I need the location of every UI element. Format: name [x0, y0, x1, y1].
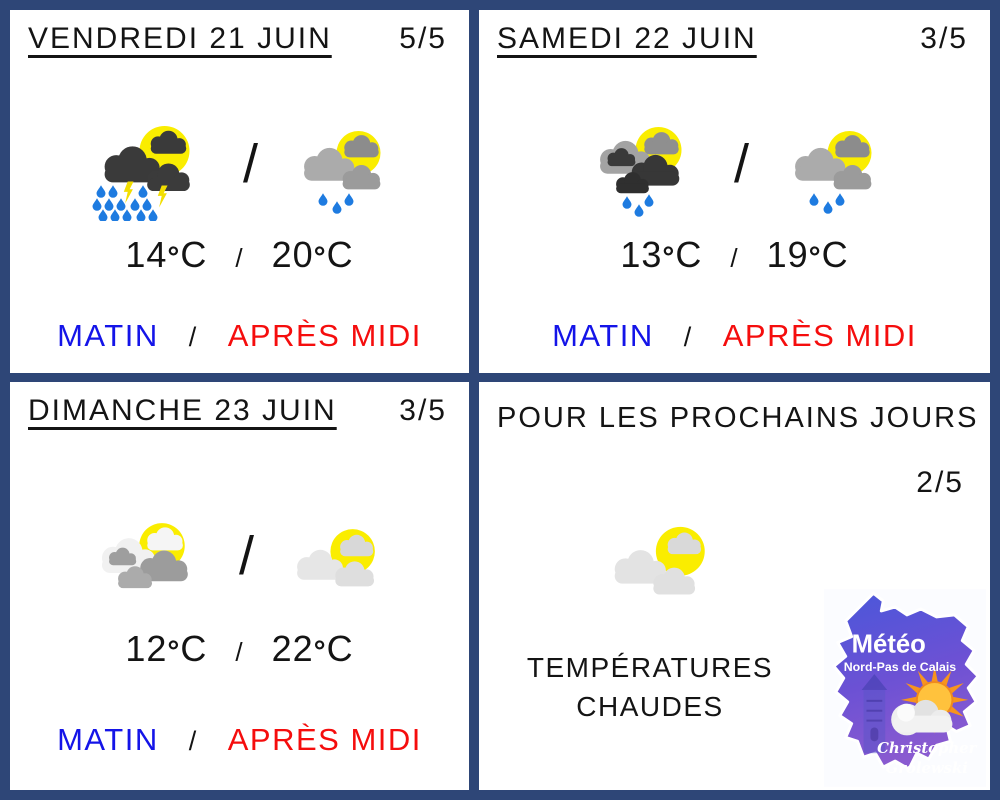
- sun-gray-and-dark-clouds-rain-icon: [600, 127, 682, 217]
- meteo-logo: Météo Nord-Pas de Calais Christopher Gro…: [824, 588, 986, 788]
- panel-header: DIMANCHE 23 JUIN 3/5: [28, 394, 447, 428]
- afternoon-label: APRÈS MIDI: [227, 722, 422, 757]
- celsius-letter: C: [821, 234, 849, 275]
- temps-row: 12°C / 22°C: [10, 628, 469, 670]
- afternoon-temp: 22°C: [271, 628, 354, 669]
- confidence-score: 3/5: [399, 394, 447, 427]
- morning-label: MATIN: [552, 318, 654, 353]
- afternoon-label: APRÈS MIDI: [722, 318, 917, 353]
- afternoon-temp: 19°C: [766, 234, 849, 275]
- logo-title: Météo: [852, 630, 926, 658]
- temps-row: 13°C / 19°C: [479, 234, 990, 276]
- day-title: DIMANCHE 23 JUIN: [28, 394, 337, 427]
- sun-light-clouds-icon: [614, 526, 705, 595]
- temp-separator: /: [235, 243, 244, 273]
- celsius-letter: C: [180, 234, 208, 275]
- degree-symbol: °: [167, 241, 181, 274]
- temps-row: 14°C / 20°C: [10, 234, 469, 276]
- panel-outlook: POUR LES PROCHAINS JOURS 2/5 TEMPÉRATURE…: [479, 382, 990, 790]
- icon-separator: /: [238, 526, 254, 586]
- icon-separator: /: [733, 134, 749, 194]
- time-separator: /: [188, 322, 198, 352]
- morning-label: MATIN: [57, 318, 159, 353]
- day-title: SAMEDI 22 JUIN: [497, 22, 757, 55]
- sun-white-and-gray-clouds-icon: [101, 523, 188, 589]
- sun-light-clouds-icon: [297, 529, 375, 587]
- panel-header: VENDREDI 21 JUIN 5/5: [28, 22, 447, 56]
- sun-gray-clouds-rain-icon: [795, 131, 872, 214]
- panel-samedi: SAMEDI 22 JUIN 3/5 /: [479, 10, 990, 373]
- cloud-icon: [891, 699, 953, 736]
- belfry-icon: [861, 674, 888, 754]
- day-title: VENDREDI 21 JUIN: [28, 22, 332, 55]
- degree-symbol: °: [313, 635, 327, 668]
- region-map-logo: Météo Nord-Pas de Calais Christopher Gro…: [824, 589, 986, 787]
- confidence-score: 5/5: [399, 22, 447, 55]
- panel-dimanche: DIMANCHE 23 JUIN 3/5 / 12°C / 22: [10, 382, 469, 790]
- celsius-letter: C: [326, 628, 354, 669]
- morning-temp: 13°C: [620, 234, 703, 275]
- logo-author-first: Christopher: [877, 740, 978, 757]
- panel-header: SAMEDI 22 JUIN 3/5: [497, 22, 968, 56]
- time-separator: /: [188, 726, 198, 756]
- degree-symbol: °: [167, 635, 181, 668]
- celsius-letter: C: [180, 628, 208, 669]
- sun-gray-clouds-rain-icon: [304, 131, 381, 214]
- logo-author-last: Grolewski: [886, 760, 968, 777]
- time-row: MATIN / APRÈS MIDI: [10, 318, 469, 354]
- outlook-title: POUR LES PROCHAINS JOURS: [497, 402, 979, 434]
- morning-temp: 12°C: [125, 628, 208, 669]
- outlook-text: TEMPÉRATURES CHAUDES: [479, 648, 821, 726]
- morning-temp: 14°C: [125, 234, 208, 275]
- sun-dark-clouds-heavy-rain-lightning-icon: [92, 126, 190, 221]
- panel-vendredi: VENDREDI 21 JUIN 5/5 /: [10, 10, 469, 373]
- temp-separator: /: [730, 243, 739, 273]
- icon-separator: /: [242, 134, 258, 194]
- degree-symbol: °: [808, 241, 822, 274]
- time-row: MATIN / APRÈS MIDI: [10, 722, 469, 758]
- time-separator: /: [683, 322, 693, 352]
- afternoon-temp: 20°C: [271, 234, 354, 275]
- confidence-score: 2/5: [916, 466, 964, 499]
- logo-region: Nord-Pas de Calais: [844, 660, 957, 674]
- temp-separator: /: [235, 637, 244, 667]
- afternoon-label: APRÈS MIDI: [227, 318, 422, 353]
- confidence-score: 3/5: [920, 22, 968, 55]
- icons-row: /: [10, 108, 469, 234]
- icons-row: /: [479, 108, 990, 234]
- morning-label: MATIN: [57, 722, 159, 757]
- celsius-letter: C: [326, 234, 354, 275]
- degree-symbol: °: [313, 241, 327, 274]
- degree-symbol: °: [662, 241, 676, 274]
- celsius-letter: C: [675, 234, 703, 275]
- time-row: MATIN / APRÈS MIDI: [479, 318, 990, 354]
- outlook-line2: CHAUDES: [576, 691, 724, 723]
- outlook-line1: TEMPÉRATURES: [526, 652, 774, 683]
- icons-row: /: [10, 500, 469, 626]
